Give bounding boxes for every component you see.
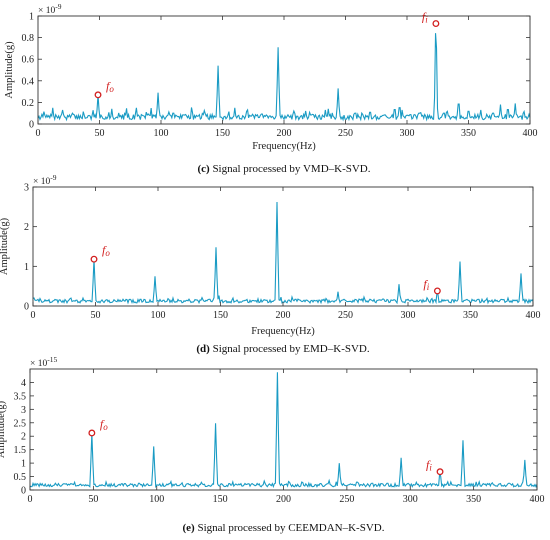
x-tick-label: 350 xyxy=(461,128,476,139)
fault-marker-fi xyxy=(433,287,441,295)
x-tick-label: 400 xyxy=(526,310,541,321)
y-tick-label: 0 xyxy=(29,120,34,131)
y-tick-label: 4 xyxy=(21,378,26,389)
x-tick-label: 100 xyxy=(154,128,169,139)
y-tick-label: 1.5 xyxy=(14,445,27,456)
x-axis-label: Frequency(Hz) xyxy=(252,141,316,152)
fault-marker-fo xyxy=(88,429,96,437)
x-tick-label: 400 xyxy=(523,128,538,139)
x-tick-label: 200 xyxy=(276,310,291,321)
y-tick-label: 0.5 xyxy=(14,472,27,483)
y-tick-label: 3 xyxy=(21,405,26,416)
panel-caption: (c) Signal processed by VMD–K-SVD. xyxy=(197,163,370,175)
y-tick-label: 0 xyxy=(21,486,26,497)
panel-c: 0 50 100 150 200 250 300 350 400 0 0.2 0.4 0.6 0.8 1 × … xyxy=(4,2,538,175)
x-tick-label: 150 xyxy=(213,494,228,505)
x-tick-label: 100 xyxy=(149,494,164,505)
axis-exponent-label: × 10-9 xyxy=(38,2,62,16)
panel-caption: (d) Signal processed by EMD–K-SVD. xyxy=(196,343,369,355)
y-tick-label: 0.4 xyxy=(22,76,35,87)
y-axis-label: Amplitude(g) xyxy=(0,400,7,458)
x-tick-label: 200 xyxy=(277,128,292,139)
fault-label-fi: fi xyxy=(423,277,429,292)
fault-marker-fi xyxy=(436,468,444,476)
fault-marker-fo xyxy=(90,255,98,263)
fault-label-fo: fo xyxy=(106,79,114,94)
fault-label-fo: fo xyxy=(102,243,110,258)
x-tick-label: 50 xyxy=(88,494,98,505)
x-tick-label: 400 xyxy=(530,494,545,505)
fault-label-fo: fo xyxy=(100,417,108,432)
signal-line xyxy=(37,33,531,122)
x-tick-label: 250 xyxy=(338,128,353,139)
y-tick-label: 2.5 xyxy=(14,418,27,429)
fault-label-fi: fi xyxy=(426,458,432,473)
y-tick-label: 0 xyxy=(24,302,29,313)
axis-exponent-label: × 10-9 xyxy=(33,173,57,187)
x-tick-label: 0 xyxy=(28,494,33,505)
x-tick-label: 350 xyxy=(463,310,478,321)
y-tick-label: 1 xyxy=(21,459,26,470)
x-tick-label: 300 xyxy=(403,494,418,505)
y-tick-label: 0.2 xyxy=(22,98,35,109)
axes-box xyxy=(32,186,534,307)
y-axis-label: Amplitude(g) xyxy=(4,41,15,99)
panel-caption: (e) Signal processed by CEEMDAN–K-SVD. xyxy=(183,522,385,534)
x-tick-label: 250 xyxy=(338,310,353,321)
y-tick-label: 0.6 xyxy=(22,55,35,66)
x-tick-label: 250 xyxy=(339,494,354,505)
y-tick-label: 1 xyxy=(29,12,34,23)
y-tick-label: 1 xyxy=(24,262,29,273)
x-tick-label: 0 xyxy=(36,128,41,139)
signal-line xyxy=(29,372,538,489)
x-tick-label: 200 xyxy=(276,494,291,505)
fault-marker-fo xyxy=(94,91,102,99)
y-tick-label: 0.8 xyxy=(22,33,35,44)
x-tick-label: 0 xyxy=(31,310,36,321)
y-tick-label: 3.5 xyxy=(14,391,27,402)
y-axis-label: Amplitude(g) xyxy=(0,217,10,275)
x-tick-label: 300 xyxy=(401,310,416,321)
x-axis-label: Frequency(Hz) xyxy=(251,326,315,337)
signal-line xyxy=(32,202,534,305)
panel-e: 0 50 100 150 200 250 300 350 40000.511.522.533.5… xyxy=(0,355,545,534)
x-tick-label: 350 xyxy=(466,494,481,505)
axis-exponent-label: × 10-15 xyxy=(30,355,57,369)
x-tick-label: 50 xyxy=(95,128,105,139)
x-tick-label: 150 xyxy=(213,310,228,321)
x-tick-label: 300 xyxy=(400,128,415,139)
y-tick-label: 3 xyxy=(24,183,29,194)
fault-label-fi: fi xyxy=(422,10,428,25)
panel-d: 0 50 100 150 200 250 300 350 400 0 1 2 3 × 10-9 Amplit… xyxy=(0,173,541,355)
fault-marker-fi xyxy=(432,20,440,28)
y-tick-label: 2 xyxy=(21,432,26,443)
y-tick-label: 2 xyxy=(24,222,29,233)
x-tick-label: 50 xyxy=(91,310,101,321)
x-tick-label: 150 xyxy=(215,128,230,139)
x-tick-label: 100 xyxy=(151,310,166,321)
axes-box xyxy=(37,15,531,125)
